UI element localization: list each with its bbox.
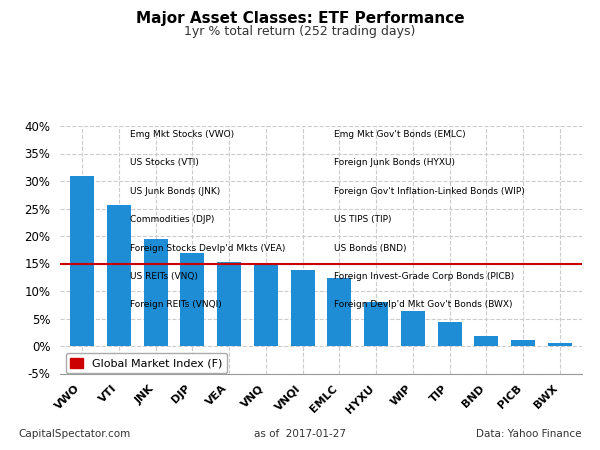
Text: as of  2017-01-27: as of 2017-01-27 (254, 429, 346, 439)
Legend: Global Market Index (F): Global Market Index (F) (65, 353, 227, 373)
Text: Foreign REITs (VNQI): Foreign REITs (VNQI) (130, 301, 222, 310)
Bar (364, 302, 388, 346)
Text: Emg Mkt Gov't Bonds (EMLC): Emg Mkt Gov't Bonds (EMLC) (334, 130, 466, 139)
Bar (290, 270, 314, 346)
Text: 1yr % total return (252 trading days): 1yr % total return (252 trading days) (184, 25, 416, 38)
Text: US Stocks (VTI): US Stocks (VTI) (130, 158, 199, 167)
Bar (328, 278, 352, 346)
Text: Foreign Gov't Inflation-Linked Bonds (WIP): Foreign Gov't Inflation-Linked Bonds (WI… (334, 187, 525, 196)
Bar (401, 311, 425, 346)
Bar (438, 322, 461, 346)
Text: Data: Yahoo Finance: Data: Yahoo Finance (476, 429, 582, 439)
Text: Foreign Junk Bonds (HYXU): Foreign Junk Bonds (HYXU) (334, 158, 455, 167)
Text: US Bonds (BND): US Bonds (BND) (334, 243, 407, 252)
Bar (254, 264, 278, 346)
Text: Foreign Invest-Grade Corp Bonds (PICB): Foreign Invest-Grade Corp Bonds (PICB) (334, 272, 514, 281)
Text: Commodities (DJP): Commodities (DJP) (130, 215, 215, 224)
Bar (217, 262, 241, 346)
Bar (107, 205, 131, 346)
Text: US TIPS (TIP): US TIPS (TIP) (334, 215, 392, 224)
Bar (511, 340, 535, 346)
Bar (475, 336, 499, 346)
Text: Major Asset Classes: ETF Performance: Major Asset Classes: ETF Performance (136, 11, 464, 26)
Bar (181, 252, 204, 346)
Bar (70, 176, 94, 346)
Text: US REITs (VNQ): US REITs (VNQ) (130, 272, 199, 281)
Bar (143, 239, 167, 346)
Text: Foreign Devlp'd Mkt Gov't Bonds (BWX): Foreign Devlp'd Mkt Gov't Bonds (BWX) (334, 301, 512, 310)
Text: Foreign Stocks Devlp'd Mkts (VEA): Foreign Stocks Devlp'd Mkts (VEA) (130, 243, 286, 252)
Bar (548, 343, 572, 346)
Text: US Junk Bonds (JNK): US Junk Bonds (JNK) (130, 187, 221, 196)
Text: CapitalSpectator.com: CapitalSpectator.com (18, 429, 130, 439)
Text: Emg Mkt Stocks (VWO): Emg Mkt Stocks (VWO) (130, 130, 235, 139)
